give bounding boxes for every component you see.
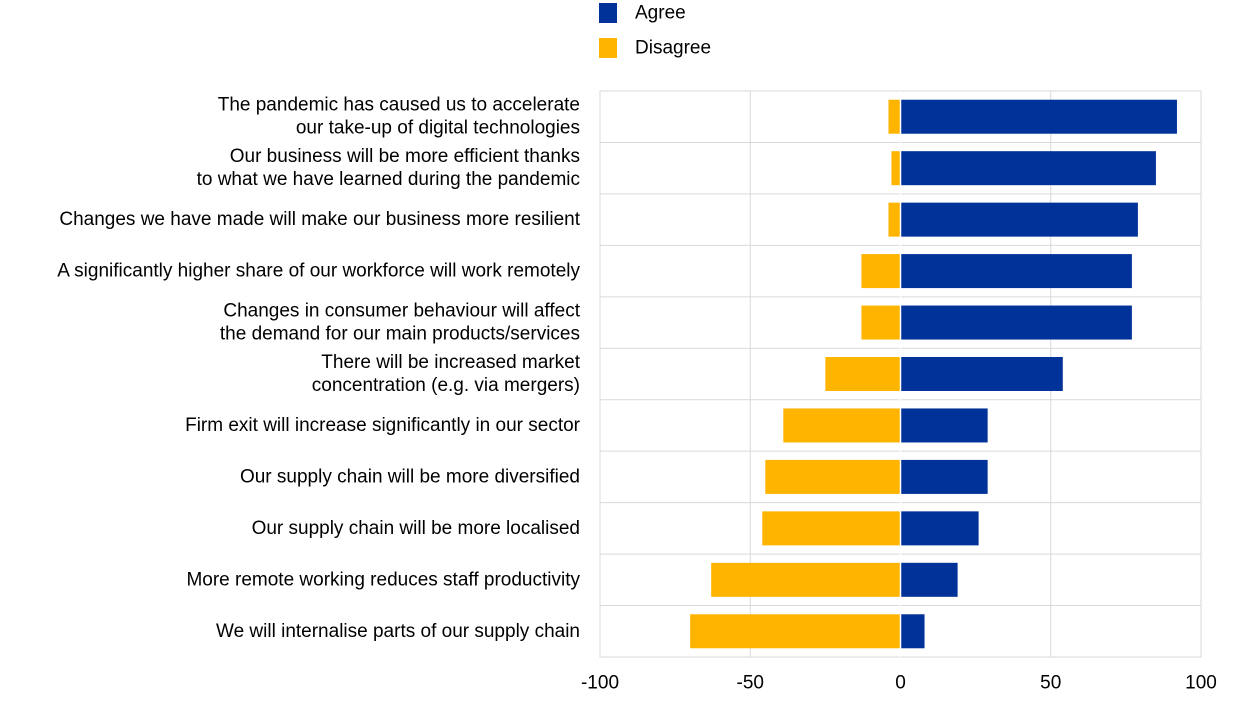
bar-agree-2 [900,202,1138,237]
x-tick-label-4: 100 [1185,673,1217,694]
x-tick-label-3: 50 [1040,673,1061,694]
x-tick-label-0: -100 [581,673,619,694]
legend-label-disagree: Disagree [635,38,711,59]
bar-agree-5 [900,357,1063,391]
bar-agree-0 [900,99,1177,134]
category-label-1-line-1: to what we have learned during the pande… [197,169,580,190]
bar-agree-3 [900,254,1132,289]
bar-agree-8 [900,511,979,546]
bar-disagree-9 [711,562,901,597]
bar-disagree-7 [765,459,901,494]
legend-swatch-disagree [599,38,617,58]
bar-disagree-8 [762,511,901,546]
bar-disagree-6 [783,408,901,443]
legend-swatch-agree [599,3,617,23]
category-label-10: We will internalise parts of our supply … [216,621,580,642]
category-label-4-line-0: Changes in consumer behaviour will affec… [223,301,580,322]
bar-disagree-0 [888,99,901,134]
bar-disagree-1 [891,151,901,186]
category-label-0-line-1: our take-up of digital technologies [296,118,580,139]
bar-disagree-10 [690,614,901,649]
category-label-6: Firm exit will increase significantly in… [185,415,581,436]
bar-disagree-4 [861,305,901,340]
bar-disagree-3 [861,254,901,289]
bar-agree-7 [900,459,988,494]
category-label-3: A significantly higher share of our work… [57,261,580,282]
category-label-0-line-0: The pandemic has caused us to accelerate [218,95,580,116]
bar-disagree-5 [825,357,901,391]
category-label-5-line-0: There will be increased market [321,352,580,373]
x-tick-label-2: 0 [895,673,906,694]
category-label-4-line-1: the demand for our main products/service… [220,324,580,345]
category-label-8: Our supply chain will be more localised [252,518,580,539]
bar-agree-6 [900,408,988,443]
bar-disagree-2 [888,202,901,237]
category-label-7: Our supply chain will be more diversifie… [240,466,580,487]
bar-agree-1 [900,151,1156,186]
category-label-1-line-0: Our business will be more efficient than… [230,146,580,167]
bar-agree-10 [900,614,925,649]
bar-agree-4 [900,305,1132,340]
category-label-5-line-1: concentration (e.g. via mergers) [312,375,580,396]
bar-agree-9 [900,562,958,597]
category-label-9: More remote working reduces staff produc… [186,569,580,590]
category-label-2: Changes we have made will make our busin… [59,209,580,230]
legend-label-agree: Agree [635,3,686,24]
x-tick-label-1: -50 [737,673,764,694]
